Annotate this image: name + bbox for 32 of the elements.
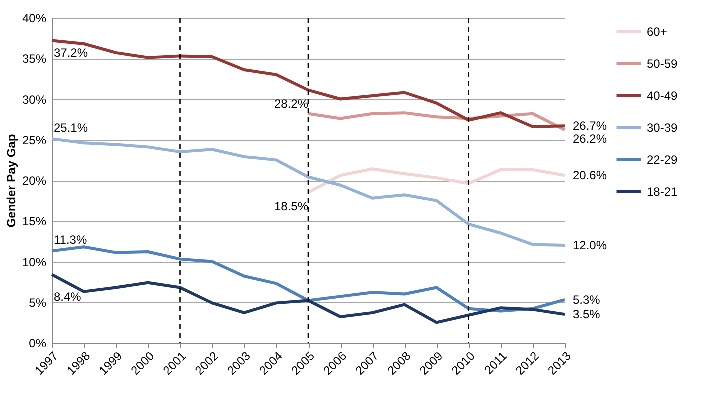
data-label: 12.0%	[573, 238, 608, 252]
data-label: 5.3%	[573, 292, 601, 307]
line-series	[307, 168, 566, 194]
data-label: 18.5%	[274, 200, 309, 214]
legend-label: 50-59	[647, 57, 678, 71]
legend-label: 60+	[647, 25, 668, 39]
data-label: 3.5%	[573, 308, 601, 322]
y-tick-label: 10%	[22, 255, 47, 270]
y-axis-title: Gender Pay Gap	[4, 134, 18, 228]
legend-label: 22-29	[647, 153, 678, 167]
y-tick-label: 20%	[22, 174, 47, 188]
line-series	[50, 246, 566, 313]
y-tick-label: 15%	[22, 214, 47, 229]
data-label: 20.6%	[573, 168, 608, 183]
line-series	[50, 138, 566, 247]
y-tick-label: 25%	[22, 133, 47, 148]
legend-label: 18-21	[647, 185, 678, 199]
y-tick-label: 35%	[22, 52, 47, 66]
data-label: 37.2%	[54, 46, 88, 60]
y-tick-label: 30%	[22, 92, 47, 107]
data-label: 26.2%	[573, 132, 608, 146]
data-label: 8.4%	[54, 290, 82, 304]
data-label: 26.7%	[573, 119, 608, 134]
y-tick-label: 0%	[29, 336, 47, 350]
data-label: 28.2%	[274, 96, 309, 111]
y-tick-label: 40%	[22, 12, 47, 26]
line-series	[50, 273, 566, 324]
legend-label: 30-39	[647, 121, 678, 135]
y-tick-label: 5%	[29, 296, 47, 310]
data-label: 11.3%	[54, 233, 88, 248]
data-label: 25.1%	[54, 121, 88, 136]
legend-label: 40-49	[647, 89, 678, 103]
